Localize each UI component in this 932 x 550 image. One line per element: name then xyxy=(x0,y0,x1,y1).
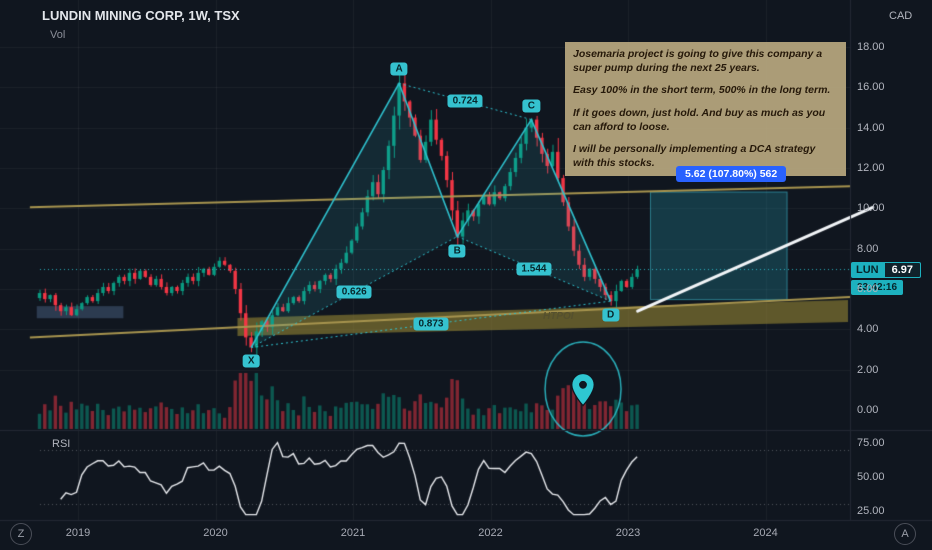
time-axis-year-label: 2020 xyxy=(203,527,228,539)
volume-indicator-label[interactable]: Vol xyxy=(50,29,66,41)
pattern-ratio-label[interactable]: 0.873 xyxy=(413,317,449,331)
bar-countdown-timer: 23:42:16 xyxy=(851,280,904,295)
last-price-value: 6.97 xyxy=(883,262,922,278)
pattern-point-label-x[interactable]: X xyxy=(242,354,260,368)
price-axis-tick: 18.00 xyxy=(857,41,885,53)
rsi-indicator-label[interactable]: RSI xyxy=(52,438,71,450)
price-axis-tick: 0.00 xyxy=(857,404,879,416)
pattern-ratio-label[interactable]: 1.544 xyxy=(516,262,552,276)
last-price-symbol: LUN xyxy=(851,262,884,278)
price-axis-tick: 12.00 xyxy=(857,162,885,174)
pattern-ratio-label[interactable]: 0.724 xyxy=(447,94,483,108)
rsi-axis-tick: 75.00 xyxy=(857,437,885,450)
time-axis-year-label: 2019 xyxy=(65,527,91,539)
price-axis-tick: 2.00 xyxy=(857,363,879,376)
price-axis-tick: 10.00 xyxy=(857,202,885,215)
annotation-line: Josemaria project is going to give this … xyxy=(573,48,823,74)
pattern-point-label-c[interactable]: C xyxy=(522,99,540,113)
annotation-line: Easy 100% in the short term, 500% in the… xyxy=(573,84,831,97)
pattern-point-label-a[interactable]: A xyxy=(390,62,408,76)
annotation-note[interactable]: Josemaria project is going to give this … xyxy=(565,42,846,177)
currency-label[interactable]: CAD xyxy=(889,10,913,22)
time-axis-year-label: 2023 xyxy=(615,527,641,539)
pattern-point-label-d[interactable]: D xyxy=(602,308,620,322)
annotation-line: I will be personally implementing a DCA … xyxy=(573,143,816,169)
corner-button-z[interactable]: Z xyxy=(10,523,32,545)
pattern-point-label-b[interactable]: B xyxy=(448,244,466,258)
time-axis-year-label: 2021 xyxy=(340,527,366,539)
rsi-axis-tick: 25.00 xyxy=(857,504,885,517)
annotation-line: If it goes down, just hold. And buy as m… xyxy=(573,106,826,133)
time-axis-year-label: 2022 xyxy=(478,527,503,539)
measure-label[interactable]: 5.62 (107.80%) 562 xyxy=(676,166,787,182)
last-price-label: LUN 6.97 xyxy=(851,262,922,278)
price-axis-tick: 16.00 xyxy=(857,81,885,94)
pattern-ratio-label[interactable]: 0.626 xyxy=(336,285,372,299)
rsi-axis-tick: 50.00 xyxy=(857,471,885,483)
location-pin-icon[interactable] xyxy=(570,371,596,409)
htpoi-zone-label: HTPOI xyxy=(543,311,574,322)
symbol-title[interactable]: LUNDIN MINING CORP, 1W, TSX xyxy=(42,8,240,23)
price-axis-tick: 8.00 xyxy=(857,242,879,255)
time-axis-year-label: 2024 xyxy=(753,527,778,539)
price-axis-tick: 6.00 xyxy=(857,283,879,295)
corner-button-a[interactable]: A xyxy=(894,523,916,545)
price-axis-tick: 14.00 xyxy=(857,121,885,134)
price-axis-tick: 4.00 xyxy=(857,323,879,336)
